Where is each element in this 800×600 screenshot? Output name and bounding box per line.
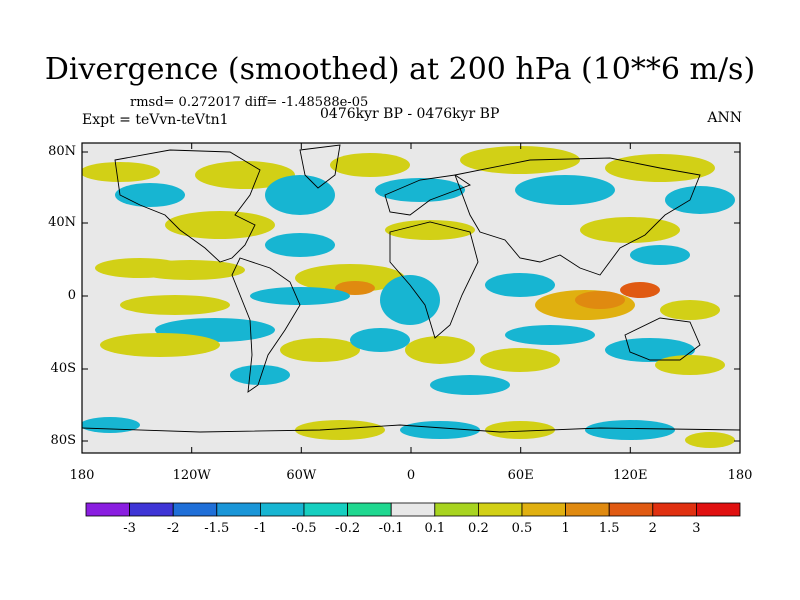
- colorbar-label: -1.5: [204, 521, 230, 536]
- period-label: 0476kyr BP - 0476kyr BP: [320, 106, 500, 122]
- colorbar-label: 3: [692, 521, 701, 536]
- colorbar-label: 2: [648, 521, 657, 536]
- colorbar-swatch: [347, 502, 392, 517]
- colorbar-label: 0.1: [424, 521, 446, 536]
- colorbar-swatch: [303, 502, 348, 517]
- colorbar-label: 0.5: [511, 521, 533, 536]
- lon-tick-label: 60W: [286, 468, 317, 483]
- colorbar-swatch: [521, 502, 566, 517]
- lat-tick-label: 0: [67, 288, 76, 303]
- colorbar-label: 0.2: [468, 521, 489, 536]
- colorbar-swatch: [85, 502, 130, 517]
- lat-tick-label: 40S: [50, 361, 76, 376]
- colorbar-swatch: [434, 502, 479, 517]
- rmsd-diff-stats: rmsd= 0.272017 diff= -1.48588e-05: [130, 95, 369, 110]
- colorbar-label: -0.2: [335, 521, 361, 536]
- colorbar-swatch: [652, 502, 697, 517]
- lon-tick-label: 180: [69, 468, 95, 483]
- coastlines: [82, 144, 740, 433]
- colorbar-label: -0.5: [291, 521, 317, 536]
- colorbar-label: -0.1: [378, 521, 404, 536]
- colorbar-swatch: [565, 502, 610, 517]
- season-label: ANN: [707, 110, 742, 126]
- colorbar-swatch: [390, 502, 436, 517]
- colorbar-label: -3: [123, 521, 136, 536]
- divergence-field: [82, 146, 735, 448]
- experiment-label: Expt = teVvn-teVtn1: [82, 112, 229, 128]
- lon-tick-label: 60E: [507, 468, 534, 483]
- lon-tick-label: 120W: [172, 468, 211, 483]
- lon-tick-label: 120E: [613, 468, 648, 483]
- colorbar-swatch: [608, 502, 654, 517]
- colorbar-swatch: [477, 502, 523, 517]
- colorbar-label: -1: [254, 521, 267, 536]
- colorbar-swatch: [172, 502, 218, 517]
- colorbar-label: 1.5: [598, 521, 620, 536]
- lon-tick-label: 180: [727, 468, 753, 483]
- colorbar-swatch: [129, 502, 174, 517]
- colorbar-label: 1: [561, 521, 570, 536]
- colorbar-swatch: [696, 502, 741, 517]
- colorbar-swatch: [216, 502, 261, 517]
- map-title: Divergence (smoothed) at 200 hPa (10**6 …: [44, 52, 756, 87]
- colorbar: [85, 502, 741, 517]
- lat-tick-label: 80S: [50, 433, 76, 448]
- lat-tick-label: 80N: [48, 144, 76, 159]
- colorbar-label: -2: [166, 521, 180, 536]
- colorbar-swatch: [259, 502, 305, 517]
- lat-tick-label: 40N: [48, 215, 76, 230]
- lon-tick-label: 0: [406, 468, 416, 483]
